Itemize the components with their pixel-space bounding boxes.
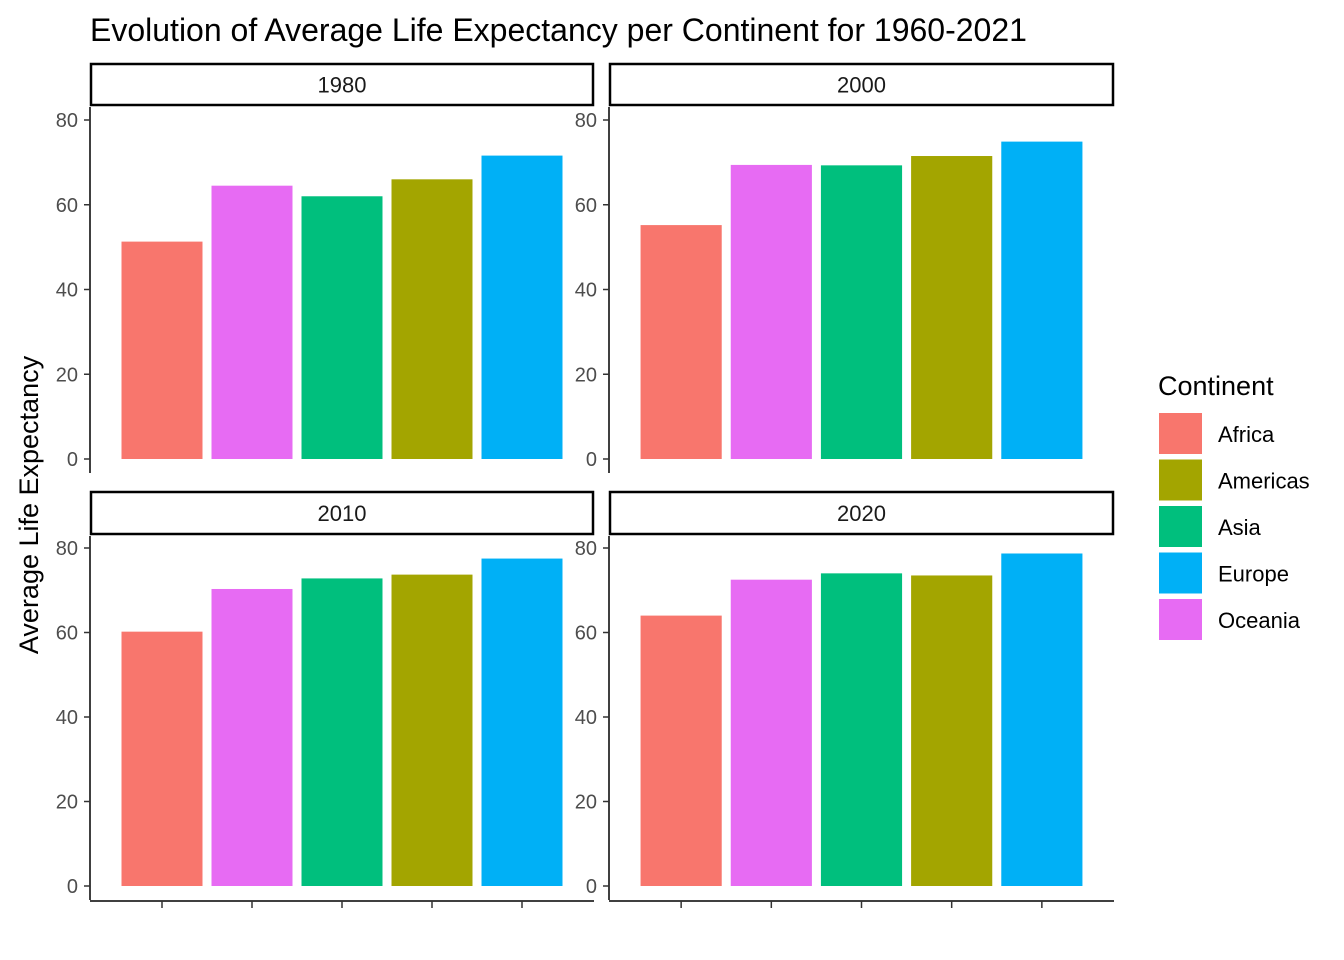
legend-swatch (1159, 459, 1202, 501)
bar-asia (301, 196, 383, 459)
y-tick-label: 80 (575, 110, 597, 132)
legend-swatch (1159, 506, 1202, 547)
facet-strip (608, 62, 1115, 107)
bar-africa (640, 615, 722, 886)
legend-item-asia: Asia (1159, 506, 1262, 547)
legend-label: Europe (1218, 562, 1289, 587)
y-tick-label: 40 (56, 707, 78, 729)
bar-americas (911, 156, 993, 460)
y-tick-label: 80 (56, 110, 78, 132)
bar-asia (820, 165, 903, 459)
y-tick-label: 60 (56, 195, 78, 217)
y-tick-label: 0 (586, 876, 597, 898)
y-tick-label: 20 (56, 364, 78, 386)
bar-americas (391, 179, 473, 459)
legend-label: Oceania (1218, 608, 1301, 633)
legend-title: Continent (1158, 371, 1274, 401)
y-tick-label: 20 (56, 792, 78, 814)
y-tick-label: 60 (56, 623, 78, 645)
bar-europe (1001, 553, 1083, 886)
bar-asia (820, 573, 903, 886)
facet-strip-label: 1980 (318, 73, 367, 98)
legend-items: Africa Americas Asia Europe Oceania (1159, 413, 1310, 640)
chart-title: Evolution of Average Life Expectancy per… (90, 12, 1027, 48)
bar-oceania (730, 579, 812, 886)
legend-item-americas: Americas (1159, 459, 1310, 501)
facet-panels: 1980020406080200002040608020100204060802… (56, 62, 1115, 908)
facet-strip-label: 2020 (837, 501, 886, 526)
y-tick-label: 20 (575, 364, 597, 386)
bar-americas (911, 575, 993, 886)
legend-item-oceania: Oceania (1159, 599, 1301, 640)
bar-europe (481, 558, 563, 886)
bar-africa (121, 631, 203, 886)
facet-strip (89, 490, 595, 536)
y-tick-label: 20 (575, 792, 597, 814)
legend-swatch (1159, 599, 1202, 640)
y-tick-label: 80 (56, 538, 78, 560)
facet-strip-label: 2000 (837, 73, 886, 98)
legend-label: Africa (1218, 422, 1275, 447)
y-tick-label: 0 (67, 876, 78, 898)
facet-panel-2010: 2010 0 20 40 60 80 (56, 490, 595, 908)
bar-oceania (730, 164, 812, 460)
y-tick-label: 0 (586, 449, 597, 471)
legend-label: Asia (1218, 515, 1262, 540)
bar-asia (301, 578, 383, 886)
bar-africa (121, 241, 203, 459)
facet-strip (608, 490, 1115, 536)
legend-swatch (1159, 552, 1202, 594)
y-tick-label: 40 (575, 707, 597, 729)
y-tick-label: 40 (575, 280, 597, 302)
y-axis-label: Average Life Expectancy (14, 355, 44, 654)
legend-item-europe: Europe (1159, 552, 1289, 594)
bar-americas (391, 574, 473, 886)
legend-swatch (1159, 413, 1202, 454)
facet-panel-1980: 1980 0 20 40 60 80 (56, 62, 595, 473)
y-tick-label: 80 (575, 538, 597, 560)
y-tick-label: 60 (575, 623, 597, 645)
y-tick-label: 40 (56, 280, 78, 302)
bar-europe (1001, 141, 1083, 459)
legend-item-africa: Africa (1159, 413, 1275, 454)
legend-label: Americas (1218, 469, 1310, 494)
facet-panel-2020: 2020 0 20 40 60 80 (575, 490, 1115, 908)
y-tick-label: 0 (67, 449, 78, 471)
legend: Continent Africa Americas Asia Europe Oceani… (1158, 371, 1310, 640)
facet-strip-label: 2010 (318, 501, 367, 526)
y-tick-label: 60 (575, 195, 597, 217)
facet-panel-2000: 2000 0 20 40 60 80 (575, 62, 1115, 473)
facet-strip (89, 62, 595, 107)
bar-africa (640, 225, 722, 459)
bar-europe (481, 155, 563, 459)
bar-oceania (211, 185, 293, 459)
bar-oceania (211, 588, 293, 886)
